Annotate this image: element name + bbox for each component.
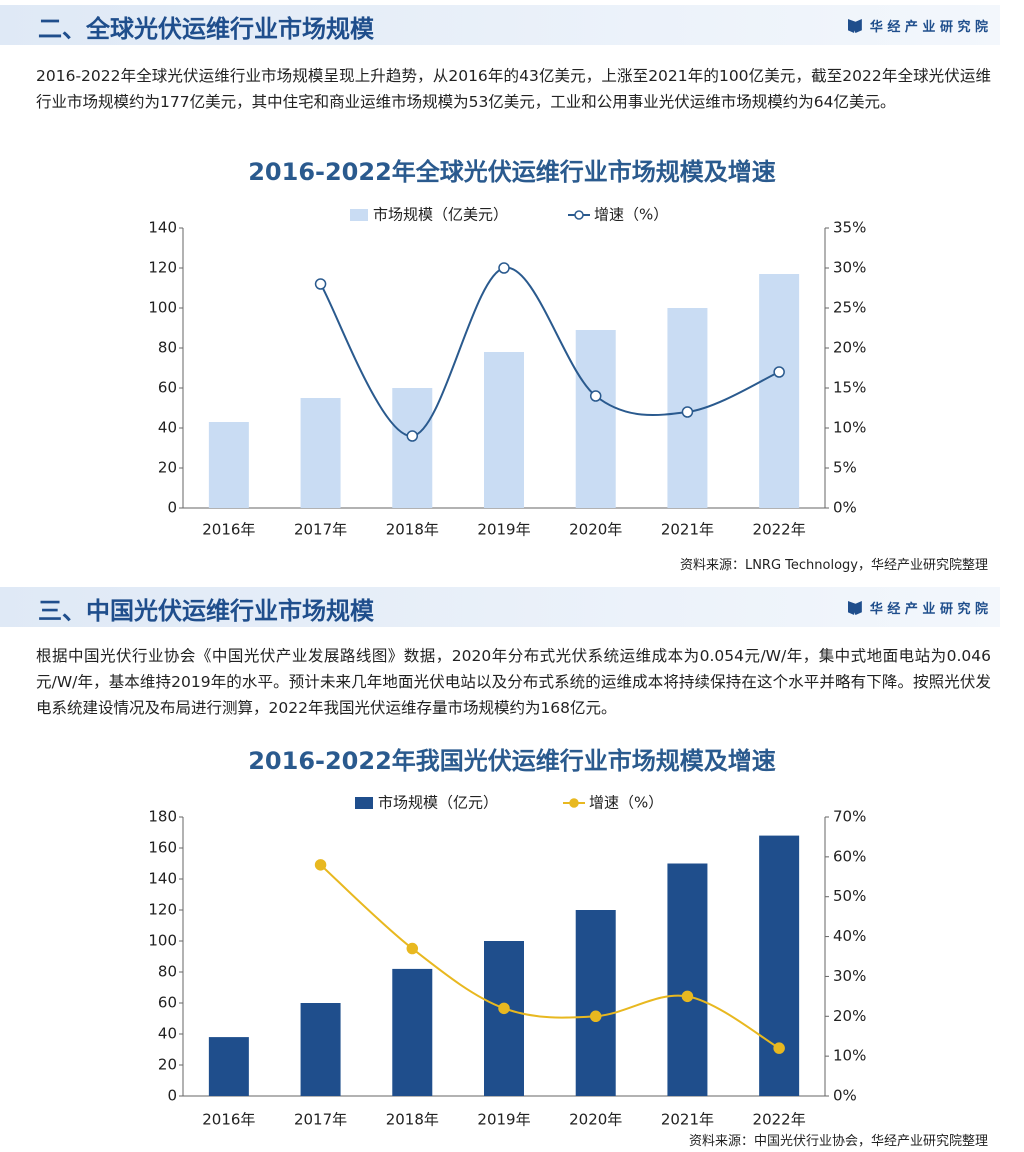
bar [208, 422, 249, 508]
legend-label: 增速（%） [589, 794, 663, 812]
y2-tick-label: 15% [833, 379, 866, 397]
bar [667, 863, 708, 1096]
bar [759, 835, 800, 1096]
brand: 华 经 产 业 研 究 院 [848, 598, 988, 617]
y2-tick-label: 30% [833, 259, 866, 277]
y2-tick-label: 20% [833, 339, 866, 357]
x-tick-label: 2022年 [753, 1111, 806, 1129]
x-tick-label: 2017年 [294, 521, 347, 539]
point [406, 942, 419, 955]
bar [300, 398, 341, 508]
y2-tick-label: 35% [833, 219, 866, 237]
bar [575, 330, 616, 508]
y2-tick-label: 10% [833, 1047, 866, 1065]
section-header: 三、中国光伏运维行业市场规模 华 经 产 业 研 究 院 [0, 587, 1000, 627]
y-tick-label: 0 [167, 1087, 177, 1105]
legend-swatch [355, 797, 373, 809]
bar [484, 352, 524, 508]
x-tick-label: 2022年 [753, 521, 806, 539]
y2-tick-label: 10% [833, 419, 866, 437]
legend-label: 市场规模（亿元） [378, 794, 498, 812]
paragraph: 2016-2022年全球光伏运维行业市场规模呈现上升趋势，从2016年的43亿美… [36, 67, 991, 111]
section-title: 二、全球光伏运维行业市场规模 [38, 15, 374, 43]
point [681, 990, 694, 1003]
point [498, 1002, 510, 1015]
bar [759, 274, 800, 508]
y-tick-label: 100 [148, 932, 177, 950]
legend-label: 市场规模（亿美元） [373, 206, 508, 224]
y-tick-label: 120 [148, 259, 177, 277]
x-tick-label: 2018年 [386, 1111, 439, 1129]
y2-tick-label: 25% [833, 299, 866, 317]
section-title: 三、中国光伏运维行业市场规模 [38, 597, 374, 625]
point [406, 430, 419, 442]
y-tick-label: 80 [158, 963, 177, 981]
y-tick-label: 40 [158, 1025, 177, 1043]
x-tick-label: 2019年 [477, 521, 530, 539]
bar [392, 968, 433, 1096]
line [319, 266, 780, 438]
y2-tick-label: 50% [833, 887, 866, 905]
x-tick-label: 2017年 [294, 1111, 347, 1129]
paragraph: 根据中国光伏行业协会《中国光伏产业发展路线图》数据，2020年分布式光伏系统运维… [36, 647, 991, 717]
y-tick-label: 60 [158, 379, 177, 397]
y-tick-label: 20 [158, 459, 177, 477]
y2-tick-label: 60% [833, 847, 866, 865]
y2-tick-label: 40% [833, 927, 866, 945]
point [314, 278, 327, 290]
x-tick-label: 2016年 [202, 1111, 255, 1129]
y-tick-label: 140 [148, 870, 177, 888]
y2-tick-label: 0% [833, 499, 857, 517]
source: 资料来源：LNRG Technology，华经产业研究院整理 [679, 558, 988, 573]
x-tick-label: 2021年 [661, 521, 714, 539]
point [498, 262, 510, 274]
y-tick-label: 40 [158, 419, 177, 437]
x-tick-label: 2020年 [569, 521, 622, 539]
bar [575, 910, 616, 1096]
section-header: 二、全球光伏运维行业市场规模 华 经 产 业 研 究 院 [0, 5, 1000, 45]
point [589, 1010, 602, 1023]
point [681, 406, 694, 418]
bar [392, 388, 433, 508]
y-tick-label: 80 [158, 339, 177, 357]
x-tick-label: 2021年 [661, 1111, 714, 1129]
chart-title: 2016-2022年我国光伏运维行业市场规模及增速 [248, 747, 776, 775]
legend-marker [569, 798, 579, 808]
bar [484, 941, 524, 1096]
chart-title: 2016-2022年全球光伏运维行业市场规模及增速 [248, 158, 776, 186]
y-tick-label: 180 [148, 808, 177, 826]
point [773, 366, 785, 378]
bar [208, 1037, 249, 1096]
x-tick-label: 2019年 [477, 1111, 530, 1129]
legend-label: 增速（%） [594, 206, 668, 224]
y-tick-label: 140 [148, 219, 177, 237]
y-tick-label: 60 [158, 994, 177, 1012]
bar [300, 1003, 341, 1096]
y2-tick-label: 30% [833, 967, 866, 985]
y-tick-label: 120 [148, 901, 177, 919]
y2-tick-label: 70% [833, 808, 866, 826]
y2-tick-label: 5% [833, 459, 857, 477]
line [319, 864, 780, 1050]
legend-marker [574, 210, 584, 220]
x-tick-label: 2016年 [202, 521, 255, 539]
source: 资料来源：中国光伏行业协会，华经产业研究院整理 [688, 1134, 988, 1149]
y-tick-label: 100 [148, 299, 177, 317]
brand: 华 经 产 业 研 究 院 [848, 16, 988, 35]
y-tick-label: 20 [158, 1056, 177, 1074]
y-tick-label: 160 [148, 839, 177, 857]
y2-tick-label: 0% [833, 1087, 857, 1105]
x-tick-label: 2020年 [569, 1111, 622, 1129]
point [773, 1042, 785, 1054]
y2-tick-label: 20% [833, 1007, 866, 1025]
point [314, 859, 327, 871]
x-tick-label: 2018年 [386, 521, 439, 539]
point [589, 390, 602, 402]
y-tick-label: 0 [167, 499, 177, 517]
legend-swatch [350, 209, 368, 221]
